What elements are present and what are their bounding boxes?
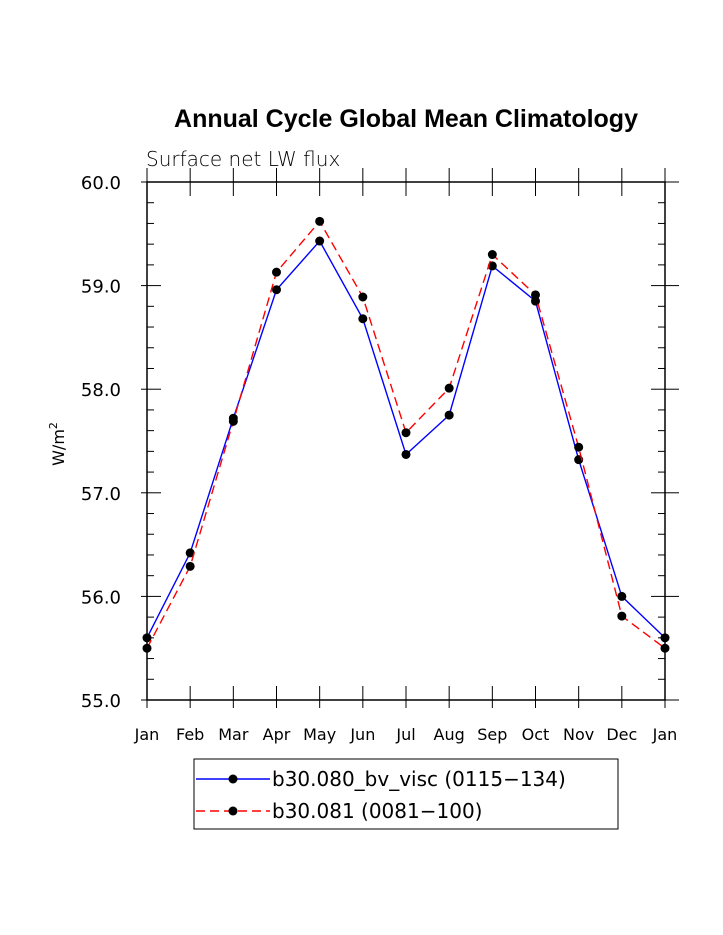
- data-point: [487, 250, 497, 260]
- y-axis-label-superscript: 2: [47, 422, 60, 429]
- chart-title: Annual Cycle Global Mean Climatology: [174, 105, 638, 133]
- series-layer: [142, 216, 670, 653]
- y-tick-label: 57.0: [81, 484, 121, 505]
- data-point: [444, 383, 454, 393]
- data-point: [315, 236, 325, 246]
- data-point: [185, 561, 195, 571]
- data-point: [531, 290, 540, 300]
- series-line: [146, 239, 666, 639]
- data-point: [358, 292, 368, 302]
- data-point: [272, 285, 281, 295]
- plot-frame: [146, 181, 666, 701]
- x-tick-label: Apr: [263, 725, 291, 744]
- legend-item-1: b30.080_bv_visc (0115−134): [196, 767, 566, 791]
- x-tick-label: May: [303, 725, 336, 744]
- x-tick-label: Jan: [134, 725, 160, 744]
- x-tick-label: Jun: [349, 725, 375, 744]
- x-tick-label: Sep: [477, 725, 507, 744]
- data-point: [401, 428, 411, 438]
- legend-item-2: b30.081 (0081−100): [196, 799, 482, 823]
- data-point: [574, 442, 584, 452]
- data-point: [315, 216, 325, 226]
- legend-marker: [228, 774, 238, 784]
- data-point: [617, 591, 627, 601]
- y-tick-label: 55.0: [81, 691, 121, 712]
- x-tick-label: Jul: [395, 725, 415, 744]
- legend-box: [193, 758, 619, 830]
- y-tick-label: 56.0: [81, 587, 121, 608]
- x-tick-label: Mar: [218, 725, 249, 744]
- legend: b30.080_bv_visc (0115−134) b30.081 (0081−…: [193, 758, 619, 830]
- chart-subtitle: Surface net LW flux: [146, 147, 340, 171]
- legend-marker: [228, 806, 238, 816]
- x-tick-label: Nov: [563, 725, 594, 744]
- legend-label: b30.080_bv_visc (0115−134): [272, 767, 566, 791]
- series-2: [142, 216, 670, 653]
- legend-label: b30.081 (0081−100): [272, 799, 482, 823]
- x-tick-label: Aug: [434, 725, 465, 744]
- data-point: [531, 296, 540, 306]
- data-point: [358, 314, 368, 324]
- svg-text:W/m2: W/m2: [47, 422, 68, 466]
- x-tick-label: Jan: [652, 725, 678, 744]
- y-tick-label: 59.0: [81, 277, 121, 298]
- series-1: [142, 236, 670, 643]
- data-point: [401, 449, 411, 459]
- data-point: [228, 416, 238, 426]
- data-point: [272, 267, 281, 277]
- x-tick-labels: Jan Feb Mar Apr May Jun Jul Aug Sep Oct Nov Dec Jan: [134, 725, 678, 744]
- axis-ticks: [141, 168, 679, 708]
- data-point: [185, 548, 195, 558]
- y-axis-label: W/m2: [47, 422, 68, 466]
- x-tick-label: Oct: [522, 725, 550, 744]
- data-point: [444, 410, 454, 420]
- x-tick-label: Feb: [176, 725, 204, 744]
- y-axis-label-text: W/m: [49, 429, 68, 466]
- x-tick-label: Dec: [606, 725, 637, 744]
- y-tick-label: 60.0: [81, 173, 121, 194]
- y-tick-labels: 55.0 56.0 57.0 58.0 59.0 60.0: [81, 173, 121, 712]
- y-tick-label: 58.0: [81, 380, 121, 401]
- data-point: [617, 611, 627, 621]
